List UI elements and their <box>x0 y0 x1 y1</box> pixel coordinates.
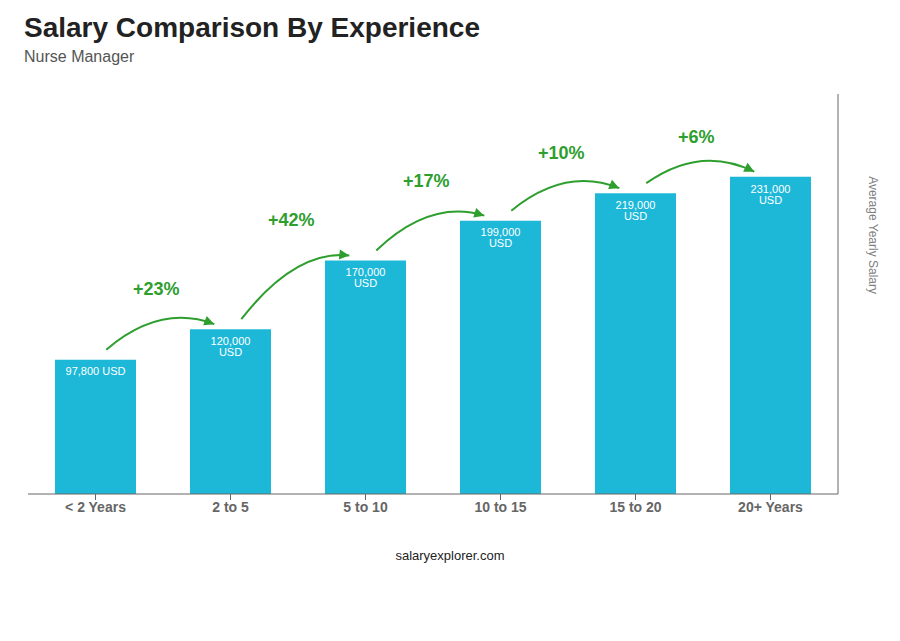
svg-text:+17%: +17% <box>403 171 450 191</box>
svg-text:170,000USD: 170,000USD <box>346 266 386 289</box>
svg-text:5 to 10: 5 to 10 <box>343 499 388 515</box>
svg-text:20+ Years: 20+ Years <box>738 499 803 515</box>
svg-text:< 2 Years: < 2 Years <box>65 499 126 515</box>
svg-text:+42%: +42% <box>268 210 315 230</box>
html-text:Nurse Manager: Nurse Manager <box>24 48 135 65</box>
svg-text:15 to 20: 15 to 20 <box>609 499 661 515</box>
svg-text:+10%: +10% <box>538 143 585 163</box>
svg-text:+6%: +6% <box>678 127 715 147</box>
html-text:Salary Comparison By Experienc: Salary Comparison By Experience <box>24 12 480 43</box>
svg-text:231,000USD: 231,000USD <box>751 183 791 206</box>
svg-text:+23%: +23% <box>133 279 180 299</box>
svg-text:2 to 5: 2 to 5 <box>212 499 249 515</box>
svg-text:10 to 15: 10 to 15 <box>474 499 526 515</box>
svg-text:97,800 USD: 97,800 USD <box>66 365 126 377</box>
svg-text:120,000USD: 120,000USD <box>211 335 251 358</box>
svg-text:199,000USD: 199,000USD <box>481 226 521 249</box>
html-text:salaryexplorer.com: salaryexplorer.com <box>395 548 505 563</box>
svg-text:219,000USD: 219,000USD <box>616 199 656 222</box>
svg-text:Average Yearly Salary: Average Yearly Salary <box>866 176 880 294</box>
